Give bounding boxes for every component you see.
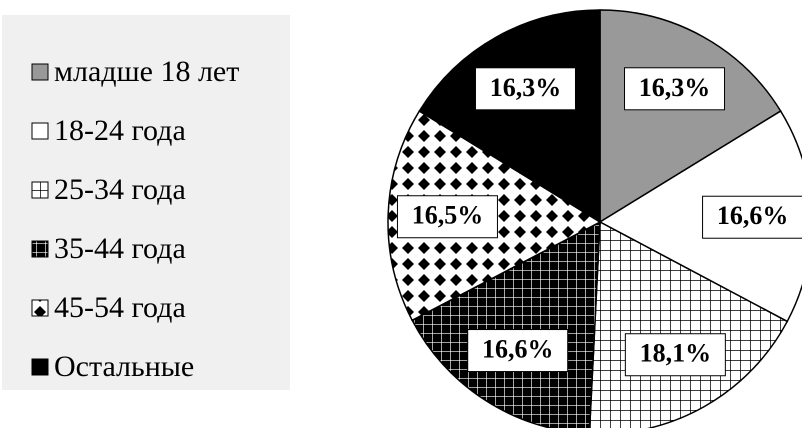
legend-label: 25-34 года bbox=[54, 173, 186, 206]
data-label-box bbox=[702, 195, 802, 239]
pie-slice bbox=[411, 220, 601, 428]
data-label: 16,6% bbox=[717, 201, 789, 230]
data-label-box bbox=[624, 333, 726, 377]
legend-swatch bbox=[31, 299, 49, 317]
pie-slice bbox=[418, 9, 601, 224]
legend-box bbox=[2, 15, 290, 390]
legend-swatch bbox=[31, 122, 49, 140]
legend-label: 45-54 года bbox=[54, 291, 186, 324]
data-label: 18,1% bbox=[640, 339, 712, 368]
data-label: 16,3% bbox=[490, 73, 562, 102]
legend-label: Остальные bbox=[54, 350, 194, 383]
data-label: 16,6% bbox=[482, 335, 554, 364]
data-label-box bbox=[467, 329, 569, 373]
data-label-box bbox=[396, 195, 498, 239]
data-label-box bbox=[624, 67, 726, 111]
legend-label: 35-44 года bbox=[54, 232, 186, 265]
data-label: 16,3% bbox=[639, 73, 711, 102]
legend-swatch bbox=[31, 63, 49, 81]
data-label-box bbox=[474, 67, 576, 111]
legend-label: 18-24 года bbox=[54, 114, 186, 147]
legend-label: младше 18 лет bbox=[54, 55, 239, 88]
pie-slice bbox=[588, 220, 789, 428]
pie-slice bbox=[599, 9, 782, 224]
legend-swatch bbox=[31, 358, 49, 376]
pie-slice bbox=[598, 110, 802, 323]
legend-swatch bbox=[31, 181, 49, 199]
data-label: 16,5% bbox=[412, 201, 484, 230]
legend-swatch bbox=[31, 240, 49, 258]
